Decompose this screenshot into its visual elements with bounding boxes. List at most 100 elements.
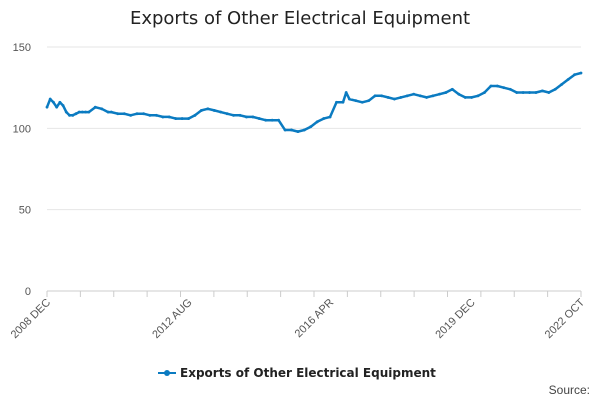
data-point — [322, 117, 326, 120]
data-point — [58, 100, 62, 104]
data-point — [495, 84, 499, 88]
data-point — [412, 92, 416, 96]
data-point — [547, 91, 551, 94]
y-axis: 0 50 100 150 — [13, 42, 31, 298]
data-point — [68, 113, 71, 117]
data-point — [457, 92, 461, 96]
data-point — [52, 100, 55, 104]
data-point — [367, 99, 371, 103]
data-point — [116, 112, 120, 116]
data-point — [290, 128, 293, 132]
data-point — [515, 91, 519, 94]
data-point — [87, 110, 91, 114]
data-point — [560, 83, 564, 86]
data-point — [528, 91, 531, 94]
data-point — [386, 96, 390, 99]
data-point — [257, 117, 261, 120]
data-point — [341, 100, 345, 104]
data-point — [393, 97, 396, 101]
data-point — [74, 112, 78, 116]
data-point — [315, 120, 319, 124]
data-point — [573, 73, 576, 77]
data-point — [373, 94, 377, 98]
data-points — [45, 71, 583, 133]
data-point — [335, 100, 338, 104]
data-point — [142, 112, 145, 116]
data-point — [212, 109, 216, 112]
data-point — [566, 78, 570, 81]
data-point — [61, 104, 65, 107]
data-point — [418, 94, 422, 98]
data-point — [521, 91, 525, 94]
data-point — [328, 115, 332, 119]
legend[interactable]: Exports of Other Electrical Equipment — [158, 366, 436, 380]
data-point — [476, 94, 480, 98]
data-point — [206, 107, 210, 111]
data-point — [84, 110, 88, 114]
data-point — [161, 115, 165, 119]
data-point — [344, 91, 348, 94]
x-tick-label: 2012 AUG — [150, 297, 194, 341]
data-point — [238, 113, 242, 117]
x-tick-label: 2008 DEC — [9, 297, 53, 341]
legend-label: Exports of Other Electrical Equipment — [180, 366, 436, 380]
data-point — [122, 112, 126, 116]
data-point — [296, 130, 300, 133]
data-point — [425, 96, 428, 99]
data-point — [64, 110, 68, 114]
data-point — [354, 99, 358, 103]
data-point — [135, 112, 139, 116]
data-point — [283, 128, 287, 132]
data-point — [302, 128, 306, 132]
chart-title: Exports of Other Electrical Equipment — [130, 8, 470, 29]
data-point — [399, 96, 403, 99]
data-point — [508, 87, 512, 91]
y-tick-label: 50 — [19, 205, 31, 217]
data-point — [180, 117, 184, 120]
data-point — [187, 117, 190, 120]
y-tick-label: 100 — [13, 123, 31, 135]
data-point — [270, 118, 274, 122]
data-point — [540, 89, 544, 93]
data-point — [200, 109, 203, 112]
data-point — [154, 113, 158, 117]
x-tick-label: 2022 OCT — [543, 296, 588, 341]
data-point — [309, 125, 313, 129]
data-point — [93, 105, 97, 109]
data-point — [245, 115, 248, 119]
source-label: Source: — [549, 383, 590, 397]
data-point — [502, 86, 506, 90]
data-point — [193, 113, 197, 117]
data-point — [251, 115, 255, 119]
data-point — [553, 87, 557, 91]
y-tick-label: 0 — [25, 286, 31, 298]
data-point — [100, 107, 104, 111]
data-point — [148, 113, 152, 117]
data-point — [444, 91, 448, 94]
data-point — [71, 113, 75, 117]
data-point — [167, 115, 171, 119]
data-point — [77, 110, 81, 114]
data-point — [431, 94, 435, 98]
x-tick-label: 2016 APR — [293, 297, 337, 341]
data-point — [219, 110, 223, 114]
series-line — [45, 71, 582, 133]
x-axis: 2008 DEC 2012 AUG 2016 APR 2019 DEC 2022 OCT — [9, 291, 588, 341]
data-point — [483, 91, 486, 94]
data-point — [109, 110, 113, 114]
data-point — [129, 113, 133, 117]
gridlines — [47, 46, 581, 292]
data-point — [360, 100, 364, 104]
data-point — [579, 71, 583, 75]
data-point — [264, 118, 268, 122]
data-point — [534, 91, 538, 94]
data-point — [463, 96, 467, 99]
data-point — [174, 117, 178, 120]
x-tick-label: 2019 DEC — [433, 297, 477, 341]
legend-marker — [164, 370, 170, 376]
data-point — [45, 105, 49, 109]
data-point — [438, 92, 441, 96]
data-point — [106, 110, 110, 114]
data-point — [450, 87, 454, 91]
